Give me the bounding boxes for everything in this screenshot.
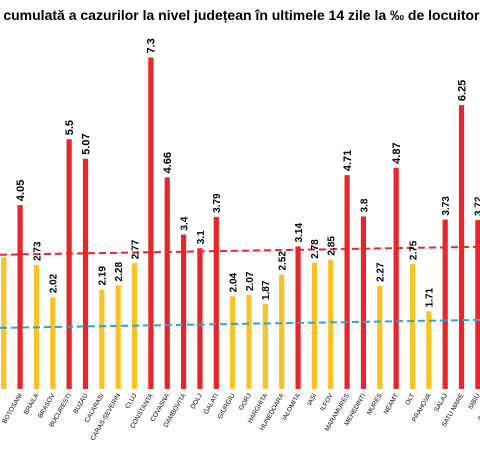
bar-ilfov xyxy=(328,259,334,389)
value-label: 3.72 xyxy=(474,196,480,216)
category-label: GORJ xyxy=(238,393,253,412)
value-label: 4.71 xyxy=(342,150,354,171)
bar-mures xyxy=(377,285,383,389)
bar-gorj xyxy=(246,295,252,389)
value-label: 5.07 xyxy=(80,133,92,154)
value-label: 4.87 xyxy=(391,142,403,163)
bar-constanta xyxy=(148,57,154,389)
value-label: 2.19 xyxy=(98,266,109,286)
reference-line-blue xyxy=(0,318,480,329)
bar-satu-mare xyxy=(458,105,465,390)
value-label: 4.05 xyxy=(15,180,27,201)
category-label: OLT xyxy=(404,392,416,406)
category-label: NEAMT xyxy=(383,392,400,415)
value-label: 5.5 xyxy=(64,120,76,135)
category-label: ILFOV xyxy=(319,392,335,412)
bar-mehedinti xyxy=(360,216,367,389)
value-label: 2.77 xyxy=(130,239,141,259)
category-label: BUZAU xyxy=(72,392,89,415)
bar-dambovita xyxy=(181,234,187,389)
bar-olt xyxy=(409,264,416,389)
value-label: 7.3 xyxy=(146,38,158,53)
bar-prahova xyxy=(426,311,432,389)
category-label: GALATI xyxy=(203,392,220,415)
category-label: CLUJ xyxy=(124,393,138,411)
value-label: 3.4 xyxy=(179,216,190,230)
bar-salaj xyxy=(442,219,448,389)
category-label: SIBIU xyxy=(467,392,480,410)
category-label: DOLJ xyxy=(190,393,204,411)
bar-galati xyxy=(213,216,219,389)
category-label: IASI xyxy=(306,392,318,406)
value-label: 3.14 xyxy=(294,223,305,243)
bar-dolj xyxy=(197,248,203,389)
value-label: 6.25 xyxy=(456,80,468,101)
value-label: 2.27 xyxy=(376,262,387,282)
chart-title: Incidența cumulată a cazurilor la nivel … xyxy=(0,7,480,23)
bar-buzau xyxy=(82,158,89,389)
bar-ialomita xyxy=(295,246,301,389)
value-label: 2.07 xyxy=(245,271,256,291)
bar-brasov xyxy=(50,297,56,389)
category-label: BRAILA xyxy=(23,392,41,416)
value-label: 2.52 xyxy=(278,251,289,271)
category-label: BOTOSANI xyxy=(1,392,24,425)
reference-line-red xyxy=(0,245,480,256)
value-label: 2.75 xyxy=(408,240,419,260)
value-labels: 4.05 2.73 2.02 5.5 5.07 2.19 2.28 2.77 7.3 4.66 3.… xyxy=(15,38,480,307)
bar-sibiu xyxy=(475,220,480,389)
bars-layer xyxy=(1,57,480,390)
bar-botosani xyxy=(17,205,23,389)
bar-iasi xyxy=(311,262,317,389)
value-label: 2.02 xyxy=(49,273,60,293)
value-label: 3.1 xyxy=(196,230,207,244)
bar-calarasi xyxy=(99,289,105,389)
bar-caras-severin xyxy=(115,285,121,389)
value-label: 2.73 xyxy=(32,241,43,261)
category-label: SALAJ xyxy=(433,393,449,414)
value-label: 4.66 xyxy=(162,152,174,173)
value-label: 1.87 xyxy=(261,280,272,300)
bar-bucuresti xyxy=(66,139,72,389)
category-label: MURES xyxy=(366,392,384,416)
bar-hunedoara xyxy=(279,274,285,389)
value-label: 3.79 xyxy=(212,193,223,213)
value-label: 2.04 xyxy=(228,272,239,292)
reference-lines xyxy=(0,245,480,329)
bar-covasna xyxy=(164,177,170,389)
value-label: 2.85 xyxy=(327,236,338,256)
bar-harghita xyxy=(262,304,268,389)
value-label: 3.8 xyxy=(359,198,370,212)
bar-neamt xyxy=(393,167,399,389)
bar-bistrita-nasaud xyxy=(1,257,7,389)
bar-maramures xyxy=(344,175,350,389)
value-label: 2.28 xyxy=(114,262,125,282)
bar-giurgiu xyxy=(230,296,236,389)
value-label: 2.78 xyxy=(310,239,321,259)
value-label: 3.73 xyxy=(441,196,452,216)
value-label: 1.71 xyxy=(425,287,436,307)
